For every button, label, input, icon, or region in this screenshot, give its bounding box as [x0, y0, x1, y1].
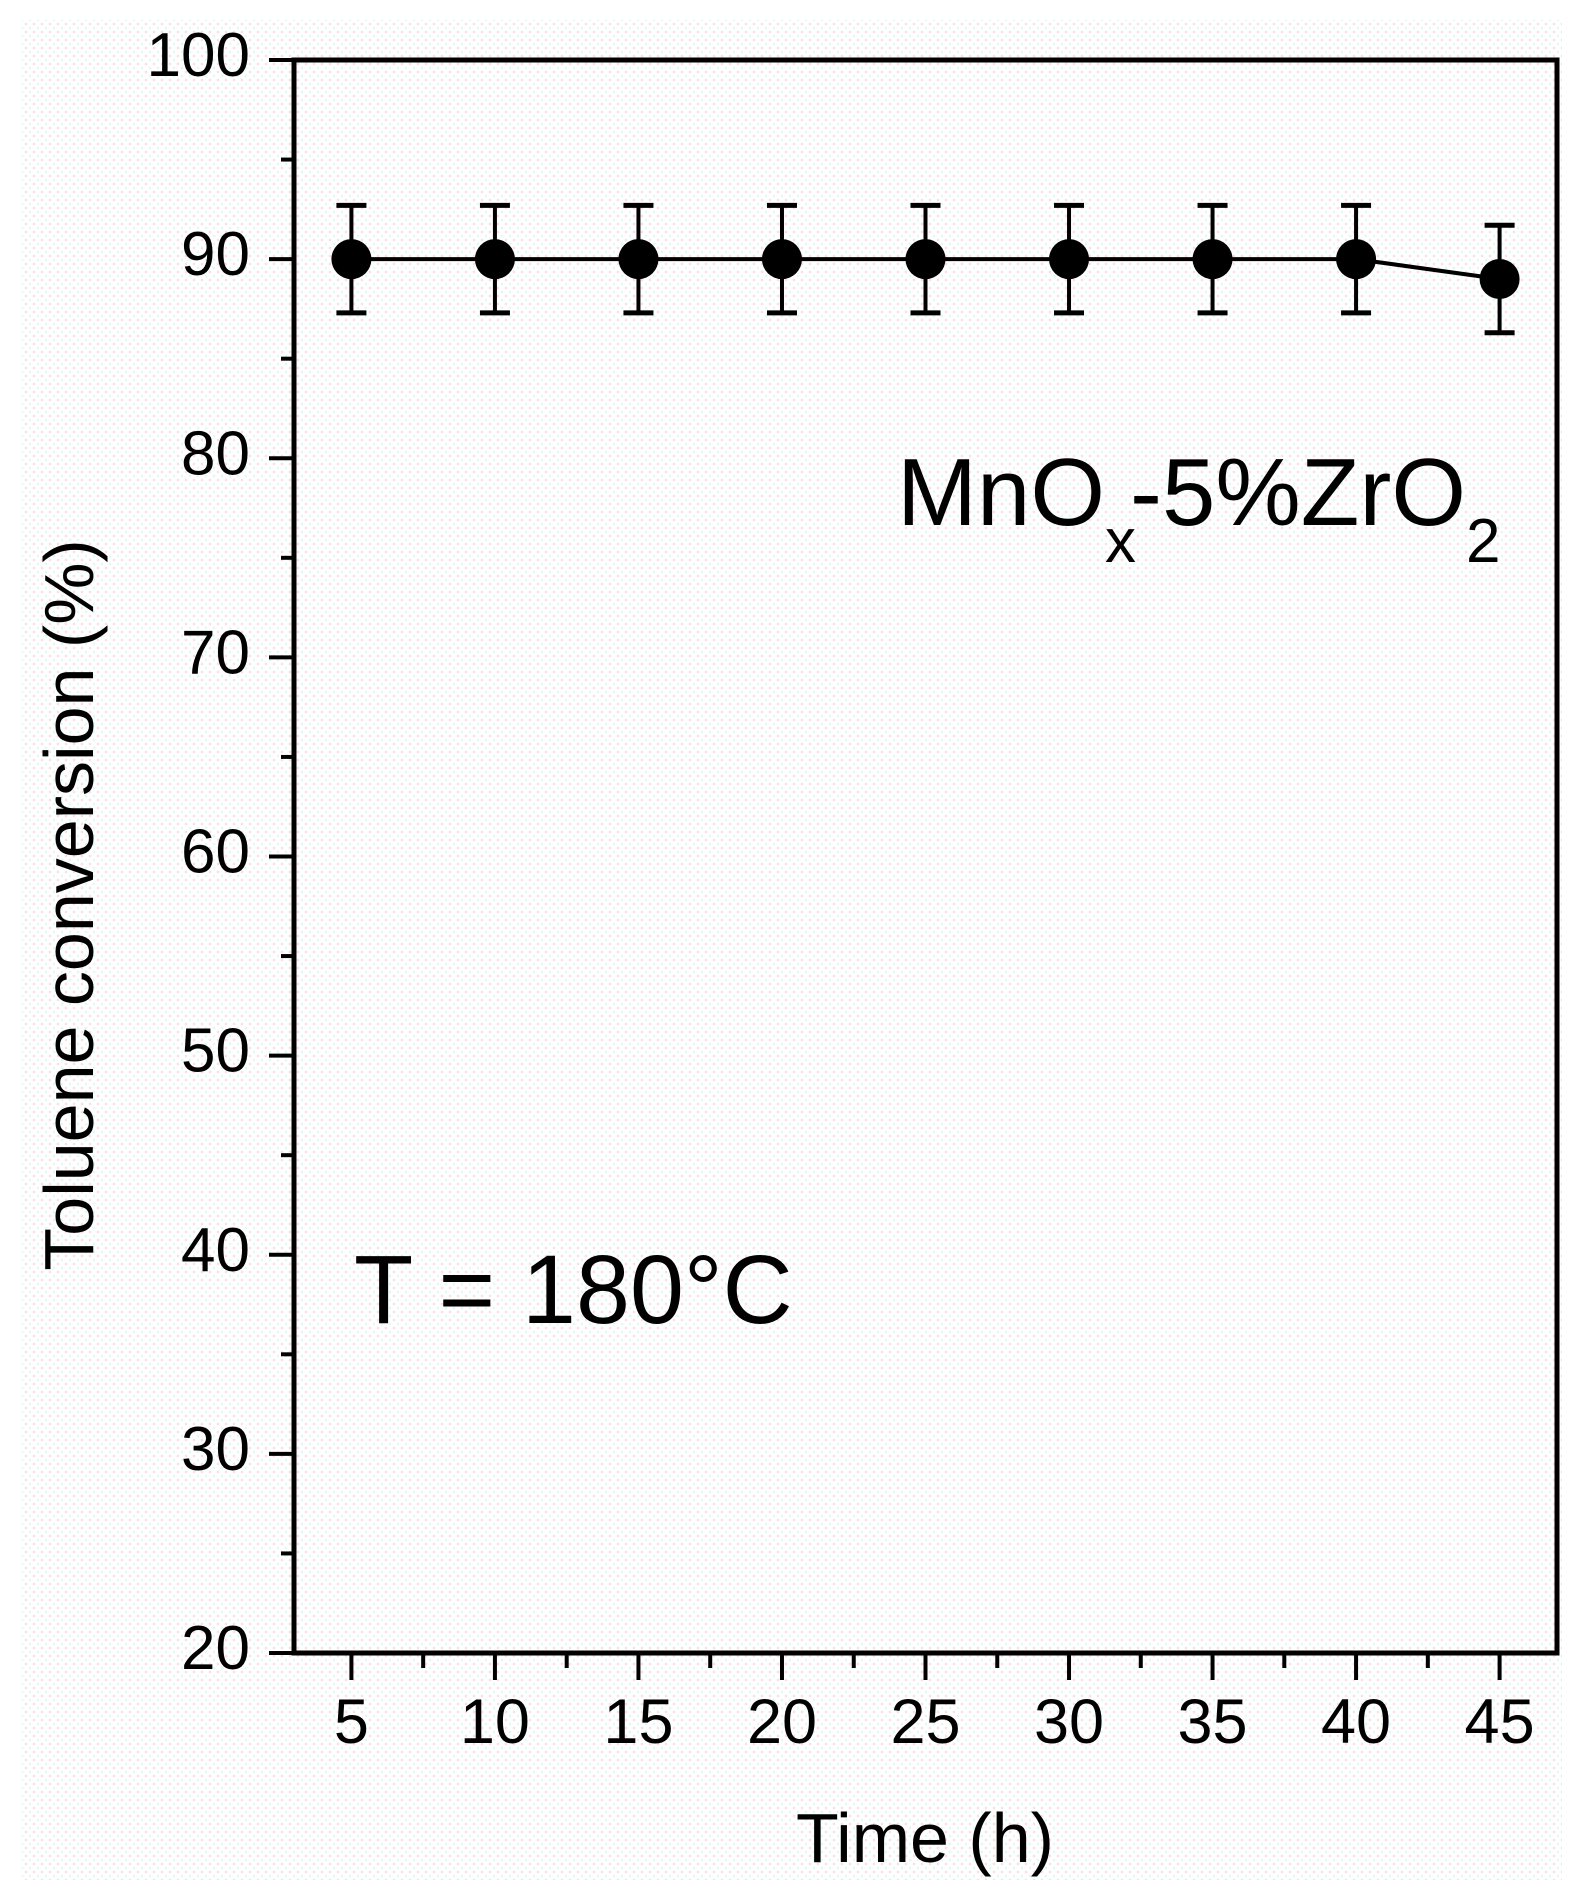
marker-filled-circle	[905, 239, 946, 280]
temperature-annotation: T = 180°C	[354, 1235, 793, 1344]
data-point	[1192, 202, 1233, 316]
x-tick-label: 10	[460, 1687, 530, 1757]
y-tick-label: 90	[181, 220, 250, 289]
marker-filled-circle	[761, 239, 802, 280]
y-tick-label: 50	[181, 1017, 250, 1086]
marker-filled-circle	[1192, 239, 1233, 280]
data-point	[1479, 222, 1520, 336]
background-texture	[22, 20, 1562, 1880]
y-tick-label: 100	[147, 21, 250, 90]
y-tick-label: 30	[181, 1415, 250, 1484]
data-point	[761, 202, 802, 316]
y-tick-label: 60	[181, 818, 250, 887]
marker-filled-circle	[474, 239, 515, 280]
marker-filled-circle	[618, 239, 659, 280]
x-tick-label: 35	[1178, 1687, 1248, 1757]
ticks	[269, 58, 1502, 1680]
data-series	[331, 202, 1520, 336]
sample-annotation: MnOx-5%ZrO2	[897, 439, 1501, 576]
x-tick-label: 45	[1465, 1687, 1535, 1757]
x-tick-label: 40	[1321, 1687, 1391, 1757]
x-tick-label: 20	[747, 1687, 817, 1757]
y-axis-title: Toluene conversion (%)	[30, 539, 108, 1270]
y-tick-label: 70	[181, 618, 250, 687]
y-tick-label: 20	[181, 1614, 250, 1683]
data-point	[1336, 202, 1377, 316]
marker-filled-circle	[1479, 259, 1520, 300]
marker-filled-circle	[1049, 239, 1090, 280]
marker-filled-circle	[331, 239, 372, 280]
sample-annotation-part: -5%ZrO	[1130, 439, 1466, 546]
x-tick-label: 15	[603, 1687, 673, 1757]
x-tick-label: 30	[1034, 1687, 1104, 1757]
data-point	[474, 202, 515, 316]
data-point	[618, 202, 659, 316]
sample-annotation-part: MnO	[897, 439, 1105, 546]
x-tick-label: 25	[890, 1687, 960, 1757]
data-point	[331, 202, 372, 316]
tick-labels: 20 30 40 50 60 70 80 90 100 5 10 15 20 25 30 35 40 45	[147, 21, 1535, 1757]
sample-annotation-subscript: 2	[1466, 507, 1500, 576]
y-tick-label: 80	[181, 419, 250, 488]
data-point	[905, 202, 946, 316]
x-tick-label: 5	[334, 1687, 369, 1757]
sample-annotation-subscript: x	[1105, 507, 1136, 576]
data-point	[1049, 202, 1090, 316]
marker-filled-circle	[1336, 239, 1377, 280]
y-tick-label: 40	[181, 1216, 250, 1285]
x-axis-title: Time (h)	[796, 1799, 1054, 1877]
